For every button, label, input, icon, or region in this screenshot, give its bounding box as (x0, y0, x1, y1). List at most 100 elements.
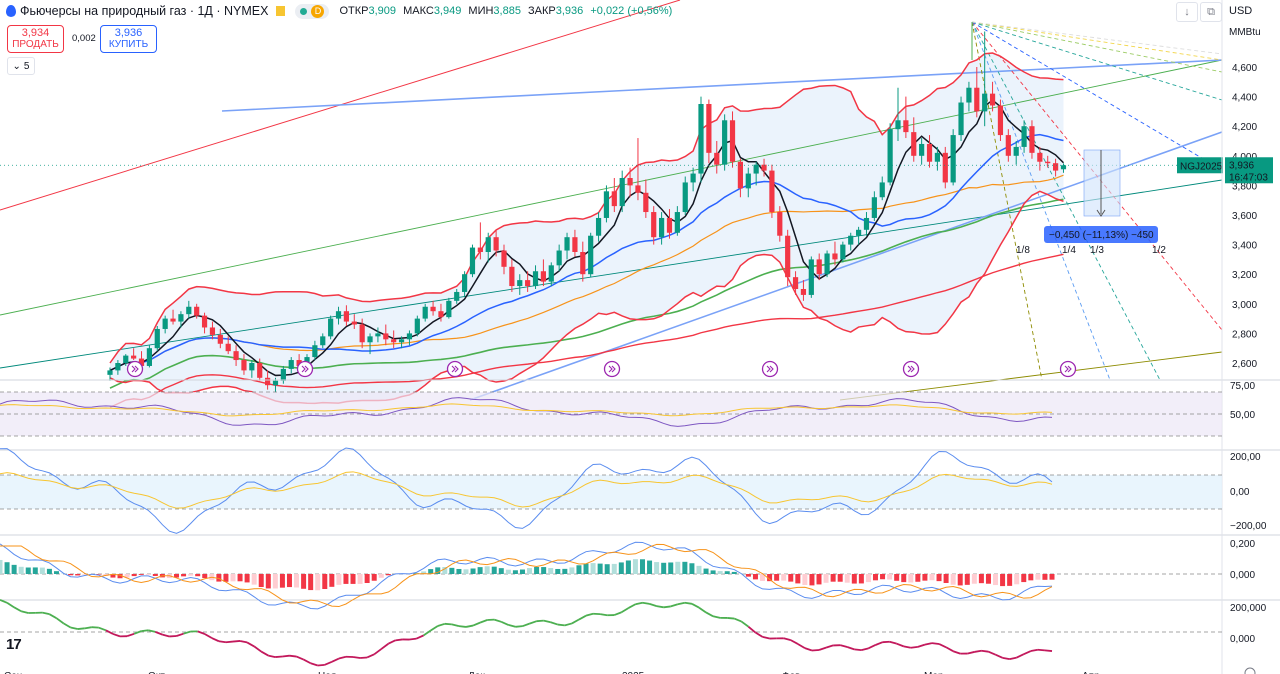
macd-histogram-bar (795, 574, 801, 584)
macd-histogram-bar (470, 568, 476, 574)
macd-histogram-bar (894, 574, 900, 581)
macd-histogram-bar (647, 560, 653, 574)
macd-histogram-bar (32, 567, 38, 574)
candle-body (1053, 163, 1059, 171)
candle-body (115, 363, 121, 371)
macd-histogram-bar (230, 574, 236, 582)
macd-histogram-bar (96, 574, 102, 575)
unit-selector[interactable]: MMBtu (1229, 27, 1261, 38)
macd-histogram-bar (731, 571, 737, 574)
arrow-down-icon[interactable]: ↓ (1176, 2, 1198, 22)
spread-value: 0,002 (72, 33, 96, 44)
macd-histogram-bar (950, 574, 956, 585)
macd-histogram-bar (1028, 574, 1034, 581)
price-tick: 2,800 (1232, 329, 1257, 340)
osc-segment (854, 648, 862, 652)
macd-histogram-bar (364, 574, 370, 584)
candle-body (280, 368, 286, 381)
candle-body (564, 237, 570, 251)
osc-segment (451, 623, 460, 627)
event-marker-arrow (907, 365, 915, 373)
osc-segment (783, 637, 791, 642)
macd-histogram-bar (442, 567, 448, 574)
osc-segment (458, 625, 467, 628)
candle-body (1045, 161, 1051, 164)
candle-body (958, 102, 964, 136)
sell-button[interactable]: 3,934 ПРОДАТЬ (7, 25, 64, 53)
candle-body (532, 271, 539, 287)
candle-body (209, 327, 216, 335)
candle-body (194, 306, 200, 316)
macd-histogram-bar (477, 567, 483, 574)
trendline-green (0, 59, 1223, 316)
candle-body (123, 355, 129, 363)
candle-body (186, 306, 192, 315)
candle-body (548, 265, 554, 282)
osc-segment (967, 651, 975, 655)
candle-body (572, 237, 578, 252)
macd-histogram-bar (505, 569, 511, 574)
macd-histogram-bar (18, 566, 24, 574)
candle-body (887, 129, 893, 183)
osc-segment (522, 622, 530, 628)
measure-label-bg (1044, 226, 1158, 243)
osc-tick: 200,000 (1230, 603, 1267, 614)
macd-histogram-bar (682, 561, 688, 574)
osc-segment (155, 631, 163, 636)
osc-segment (804, 647, 813, 652)
macd-histogram-bar (816, 574, 822, 585)
macd-histogram-bar (929, 574, 935, 581)
candle-body (477, 247, 483, 252)
ma-orange (109, 174, 1064, 371)
macd-histogram-bar (315, 574, 321, 591)
indicators-toggle[interactable]: ⌄ 5 (7, 57, 35, 75)
candle-body (974, 87, 980, 112)
symbol-title[interactable]: Фьючерсы на природный газ · 1Д · NYMEX (20, 4, 269, 18)
price-tick: 4,200 (1232, 122, 1257, 133)
compare-icon[interactable]: ⧉ (1200, 2, 1222, 22)
candle-body (682, 182, 688, 213)
osc-segment (557, 623, 565, 627)
macd-histogram-bar (131, 574, 137, 577)
price-tag-value: 3,936 (1229, 160, 1254, 171)
candle-body (903, 120, 909, 133)
macd-histogram-bar (301, 574, 307, 589)
macd-histogram-bar (837, 574, 843, 582)
flag-icon[interactable] (276, 6, 286, 16)
macd-histogram-bar (1000, 574, 1006, 587)
candle-body (249, 363, 255, 371)
osc-segment (924, 642, 933, 646)
macd-histogram-bar (0, 559, 3, 574)
osc-segment (642, 601, 650, 605)
osc-segment (974, 649, 982, 653)
osc-segment (324, 661, 333, 666)
osc-segment (754, 631, 763, 638)
market-status[interactable]: D (295, 3, 330, 19)
price-tick: 3,800 (1232, 181, 1257, 192)
macd-histogram-bar (703, 568, 709, 574)
osc-segment (6, 602, 15, 609)
macd-histogram-bar (851, 574, 857, 584)
osc-segment (508, 624, 516, 628)
tradingview-logo[interactable]: 17 (6, 636, 22, 653)
macd-histogram-bar (435, 567, 441, 574)
osc-segment (387, 639, 396, 645)
candle-body (989, 93, 996, 106)
macd-histogram-bar (844, 574, 850, 583)
osc-segment (988, 650, 996, 656)
price-tag-countdown: 16:47:03 (1229, 172, 1268, 183)
macd-histogram-bar (174, 574, 180, 578)
price-tick: 4,600 (1232, 63, 1257, 74)
osc-segment (13, 606, 22, 613)
candle-body (525, 280, 531, 287)
osc-segment (98, 626, 107, 632)
osc-segment (352, 656, 361, 659)
osc-segment (289, 654, 297, 658)
buy-button[interactable]: 3,936 КУПИТЬ (100, 25, 157, 53)
candle-body (816, 259, 822, 275)
currency-selector[interactable]: USD (1229, 5, 1253, 17)
osc-segment (889, 640, 897, 645)
candle-body (611, 191, 617, 207)
macd-histogram-bar (329, 574, 335, 587)
